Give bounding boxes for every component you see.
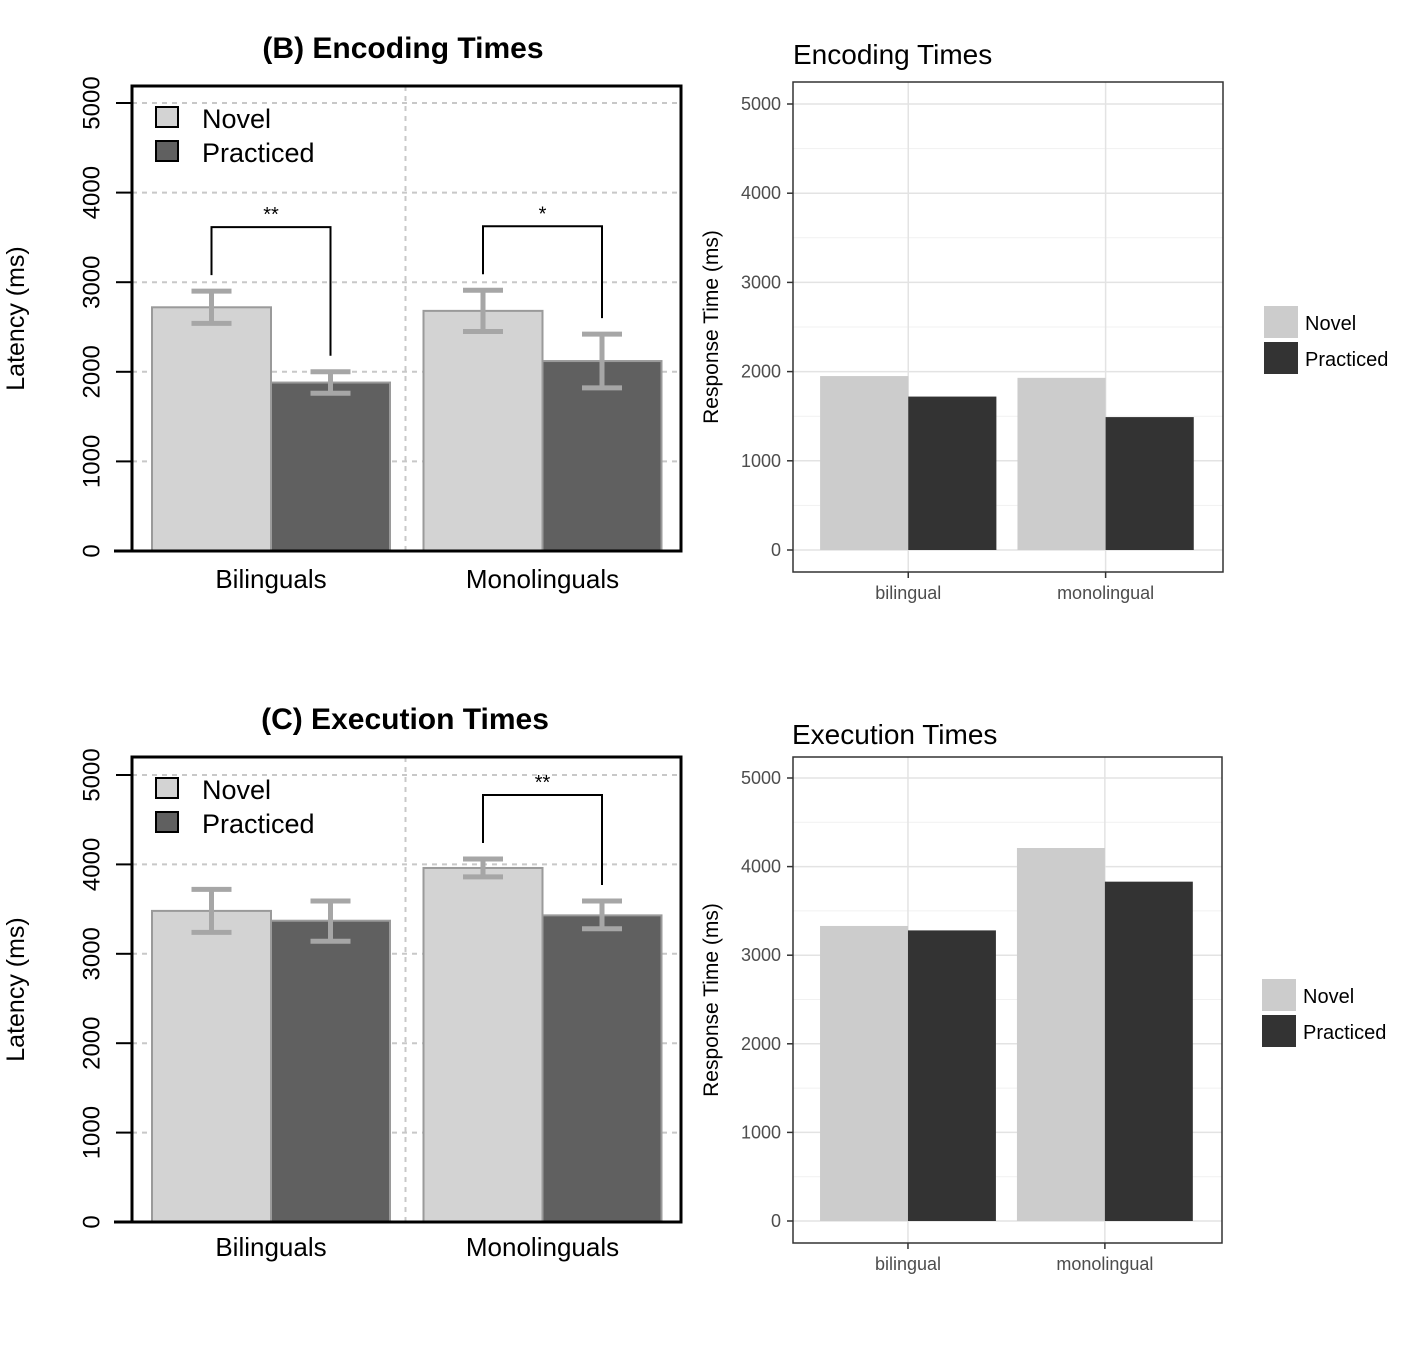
bar-novel-bilingual: [820, 376, 909, 550]
legend-label-novel: Novel: [202, 104, 271, 134]
y-tick-label: 2000: [741, 362, 781, 382]
legend-label-practiced: Practiced: [1305, 349, 1388, 371]
chart-execution-base: (C) Execution Times Bilinguals Monolingual…: [2, 703, 683, 1262]
panel-border: [792, 756, 1223, 1244]
y-tick-label: 4000: [79, 166, 106, 219]
chart-title: Encoding Times: [793, 39, 992, 70]
significance-bracket: [210, 226, 332, 356]
y-tick-label: 2000: [741, 1034, 781, 1054]
y-tick-label: 4000: [79, 838, 106, 891]
bar-practiced-monolinguals: [541, 914, 663, 1223]
y-tick-label: 3000: [741, 945, 781, 965]
y-tick-label: 0: [771, 1211, 781, 1231]
legend-label-novel: Novel: [202, 775, 271, 805]
category-label: monolingual: [1057, 583, 1154, 603]
y-tick-label: 2000: [79, 1017, 106, 1070]
bar-practiced-bilinguals: [270, 919, 391, 1223]
chart-execution-ggplot: Execution Times bilingual monolingual 0 1000…: [700, 719, 1386, 1274]
bar-novel-monolingual: [1017, 377, 1106, 550]
y-tick-label: 1000: [741, 1122, 781, 1142]
y-tick-label: 5000: [79, 76, 106, 129]
y-tick-label: 3000: [79, 256, 106, 309]
legend-swatch-practiced: [155, 811, 179, 833]
y-tick-label: 5000: [79, 748, 106, 801]
legend-swatch-novel: [1264, 306, 1298, 338]
category-label: Bilinguals: [215, 1232, 326, 1262]
legend-label-practiced: Practiced: [202, 138, 315, 168]
legend-swatch-practiced: [1262, 1015, 1296, 1047]
chart-title: (C) Execution Times: [261, 703, 549, 736]
category-label: Bilinguals: [215, 564, 326, 594]
significance-label: *: [539, 203, 547, 225]
y-tick-label: 3000: [741, 272, 781, 292]
legend-label-novel: Novel: [1303, 986, 1354, 1008]
legend-swatch-novel: [155, 106, 179, 128]
y-tick-label: 5000: [741, 94, 781, 114]
chart-title: Execution Times: [792, 719, 997, 750]
chart-encoding-base: (B) Encoding Times Bilinguals Monolinguals…: [2, 32, 683, 594]
y-tick-label: 4000: [741, 857, 781, 877]
category-label: bilingual: [875, 1254, 941, 1274]
legend-swatch-novel: [155, 777, 179, 799]
significance-label: **: [535, 772, 551, 794]
y-tick-label: 5000: [741, 768, 781, 788]
significance-bracket: [482, 794, 603, 886]
legend-swatch-novel: [1262, 979, 1296, 1011]
bar-novel-bilinguals: [151, 306, 272, 552]
bar-practiced-monolingual: [1104, 881, 1193, 1221]
chart-encoding-ggplot: Encoding Times bilingual monolingual 0 1000 2…: [700, 39, 1388, 603]
chart-title: (B) Encoding Times: [262, 32, 543, 65]
category-label: Monolinguals: [466, 1232, 619, 1262]
panel-border: [792, 81, 1224, 573]
significance-bracket: [482, 225, 603, 319]
y-tick-label: 0: [79, 1215, 106, 1228]
y-axis-label: Response Time (ms): [700, 903, 723, 1097]
category-label: Monolinguals: [466, 564, 619, 594]
bar-novel-bilinguals: [151, 909, 272, 1223]
y-axis-label: Latency (ms): [2, 917, 30, 1061]
bar-practiced-bilingual: [907, 930, 996, 1221]
category-label: monolingual: [1056, 1254, 1153, 1274]
bar-novel-monolinguals: [422, 866, 544, 1223]
y-axis-label: Response Time (ms): [700, 230, 723, 424]
legend-swatch-practiced: [155, 140, 179, 162]
y-tick-label: 3000: [79, 927, 106, 980]
bar-practiced-bilinguals: [270, 381, 391, 552]
y-tick-label: 1000: [79, 435, 106, 488]
bar-practiced-monolingual: [1105, 417, 1194, 550]
significance-label: **: [263, 204, 279, 226]
bar-novel-monolinguals: [422, 309, 544, 553]
legend-swatch-practiced: [1264, 342, 1298, 374]
legend-label-practiced: Practiced: [202, 809, 315, 839]
y-tick-label: 1000: [741, 451, 781, 471]
y-tick-label: 0: [79, 544, 106, 557]
y-tick-label: 1000: [79, 1106, 106, 1159]
y-tick-label: 2000: [79, 345, 106, 398]
y-tick-label: 0: [771, 540, 781, 560]
bar-practiced-bilingual: [908, 396, 997, 550]
y-axis-label: Latency (ms): [2, 246, 30, 390]
category-label: bilingual: [875, 583, 941, 603]
y-tick-label: 4000: [741, 183, 781, 203]
legend-label-novel: Novel: [1305, 313, 1356, 335]
legend-label-practiced: Practiced: [1303, 1022, 1386, 1044]
bar-novel-monolingual: [1016, 847, 1105, 1221]
bar-novel-bilingual: [820, 925, 908, 1221]
